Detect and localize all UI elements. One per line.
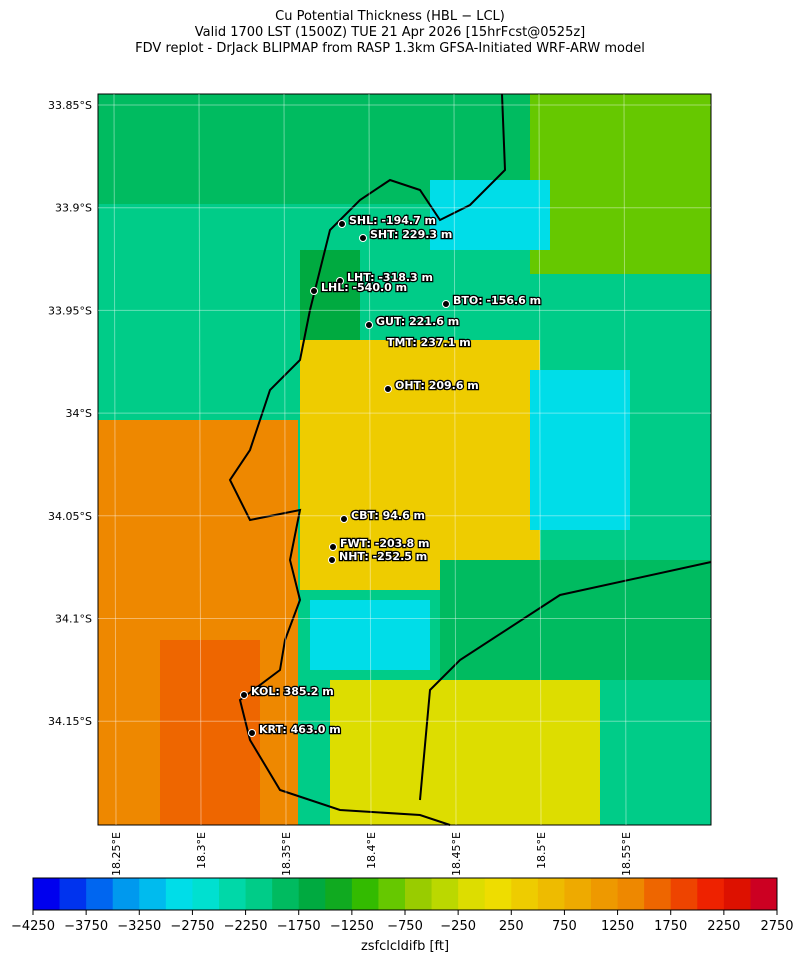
station-label: NHT: -252.5 m — [339, 550, 427, 563]
colorbar-segment — [537, 878, 565, 910]
lon-grid — [368, 93, 372, 826]
station-dot — [329, 543, 337, 551]
station-label: KRT: 463.0 m — [259, 723, 341, 736]
station-label: FWT: -203.8 m — [340, 537, 429, 550]
colorbar-segment — [750, 878, 778, 910]
colorbar-segment — [112, 878, 140, 910]
lon-grid — [623, 93, 627, 826]
colorbar-segment — [378, 878, 406, 910]
colorbar-segment — [511, 878, 539, 910]
colorbar-segment — [723, 878, 751, 910]
station-dot — [240, 691, 248, 699]
station-dot — [248, 729, 256, 737]
lon-label: 18.5°E — [535, 832, 548, 869]
colorbar-segment — [86, 878, 114, 910]
lon-label: 18.4°E — [365, 832, 378, 869]
lat-label: 34.15°S — [48, 715, 92, 728]
station-dot — [340, 515, 348, 523]
colorbar-segment — [298, 878, 326, 910]
station-label: OHT: 209.6 m — [395, 379, 479, 392]
colorbar-segment — [617, 878, 645, 910]
colorbar-segment — [484, 878, 512, 910]
colorbar-segment — [431, 878, 459, 910]
lat-label: 33.95°S — [48, 304, 92, 317]
colorbar-segment — [644, 878, 672, 910]
colorbar-segment — [245, 878, 273, 910]
colorbar-tick-label: 750 — [552, 919, 577, 934]
lat-label: 33.85°S — [48, 99, 92, 112]
colorbar-segment — [139, 878, 167, 910]
lat-label: 34.05°S — [48, 510, 92, 523]
colorbar-segment — [272, 878, 300, 910]
lon-grid — [538, 93, 542, 826]
colorbar-tick-label: −4250 — [11, 919, 55, 934]
lon-label: 18.3°E — [195, 832, 208, 869]
lat-label: 33.9°S — [55, 202, 92, 215]
lon-label: 18.55°E — [620, 832, 633, 876]
colorbar-tick-label: −250 — [440, 919, 476, 934]
lon-label: 18.35°E — [280, 832, 293, 876]
lon-grid — [283, 93, 287, 826]
station-label: GUT: 221.6 m — [376, 315, 459, 328]
colorbar-segment — [325, 878, 353, 910]
station-dot — [384, 385, 392, 393]
colorbar-segment — [219, 878, 247, 910]
lon-grid — [113, 93, 117, 826]
map-field — [98, 94, 711, 825]
colorbar-tick-label: −2750 — [170, 919, 214, 934]
lon-grid — [198, 93, 202, 826]
colorbar-tick-label: 250 — [499, 919, 524, 934]
colorbar-tick-label: −1250 — [330, 919, 374, 934]
title-line: Valid 1700 LST (1500Z) TUE 21 Apr 2026 [… — [195, 25, 586, 40]
station-dot — [310, 287, 318, 295]
station-label: LHT: -318.3 m — [347, 271, 433, 284]
station-label: KOL: 385.2 m — [251, 685, 334, 698]
colorbar-segment — [192, 878, 220, 910]
colorbar-tick-label: 2250 — [707, 919, 740, 934]
lat-label: 34.1°S — [55, 613, 92, 626]
colorbar-tick-label: −1750 — [277, 919, 321, 934]
lon-label: 18.45°E — [450, 832, 463, 876]
lon-grid — [453, 93, 457, 826]
station-dot — [442, 300, 450, 308]
station-label: CBT: 94.6 m — [351, 509, 425, 522]
station-dot — [328, 556, 336, 564]
station-label: TMT: 237.1 m — [387, 336, 471, 349]
station-dot — [365, 321, 373, 329]
colorbar-segment — [165, 878, 193, 910]
colorbar-segment — [564, 878, 592, 910]
colorbar-tick-label: −750 — [387, 919, 423, 934]
lon-label: 18.25°E — [110, 832, 123, 876]
station-dot — [359, 234, 367, 242]
colorbar-tick-label: 1250 — [601, 919, 634, 934]
colorbar-segment — [458, 878, 486, 910]
colorbar-segment — [670, 878, 698, 910]
colorbar-tick-label: 2750 — [760, 919, 793, 934]
colorbar-segment — [351, 878, 379, 910]
station-label: LHL: -540.0 m — [321, 281, 407, 294]
colorbar-segment — [591, 878, 619, 910]
colorbar-segment — [59, 878, 87, 910]
title-line: Cu Potential Thickness (HBL − LCL) — [275, 9, 505, 24]
station-dot — [336, 277, 344, 285]
station-label: SHT: 229.3 m — [370, 228, 452, 241]
colorbar-segment — [33, 878, 61, 910]
colorbar-tick-label: −3750 — [64, 919, 108, 934]
colorbar-label: zsfclcldifb [ft] — [361, 939, 449, 954]
colorbar-segment — [697, 878, 725, 910]
station-label: SHL: -194.7 m — [349, 214, 436, 227]
station-dot — [338, 220, 346, 228]
colorbar-segment — [405, 878, 433, 910]
colorbar-tick-label: −3250 — [117, 919, 161, 934]
title-line: FDV replot - DrJack BLIPMAP from RASP 1.… — [135, 41, 645, 56]
colorbar-tick-label: −2250 — [224, 919, 268, 934]
station-label: BTO: -156.6 m — [453, 294, 541, 307]
lat-label: 34°S — [66, 407, 92, 420]
colorbar-tick-label: 1750 — [654, 919, 687, 934]
map-frame — [97, 93, 712, 826]
